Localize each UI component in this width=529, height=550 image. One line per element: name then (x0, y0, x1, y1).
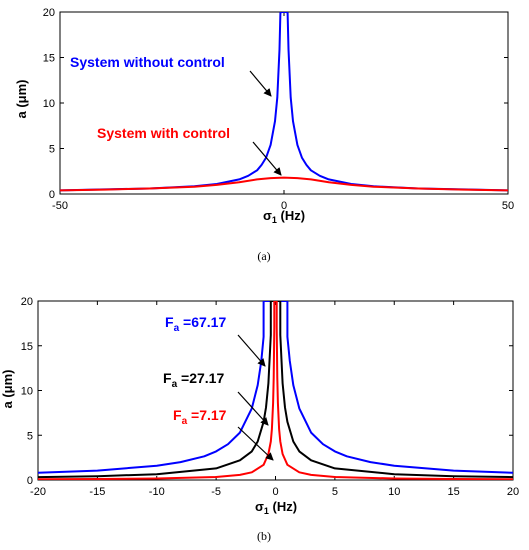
series-line (60, 12, 508, 192)
annotation-main: F (165, 314, 174, 330)
x-tick-label: -10 (149, 486, 165, 498)
annotation-fa-67: Fa =67.17 (165, 314, 226, 334)
y-tick-label: 0 (27, 475, 33, 487)
x-tick-label: 10 (388, 486, 400, 498)
annotation-value: =7.17 (187, 407, 227, 423)
plot-area-frame (37, 300, 514, 481)
y-tick-label: 20 (43, 7, 55, 19)
annotation-with-control: System with control (97, 125, 230, 141)
annotation-fa-27: Fa =27.17 (163, 370, 224, 390)
x-tick-label: 50 (502, 200, 514, 212)
annotation-arrow (237, 391, 269, 426)
series-line (38, 301, 513, 474)
x-axis-label-sub: 1 (264, 506, 269, 516)
x-tick-label: -15 (89, 486, 105, 498)
y-ticks: 0 5 10 15 20 -20 -15 -10 -5 0 5 10 15 20 (21, 296, 519, 498)
annotation-arrow (237, 334, 266, 367)
x-axis-label: σ1 (Hz) (255, 499, 297, 516)
x-tick-label: -20 (30, 486, 46, 498)
series-group (60, 12, 508, 192)
annotation-value: =27.17 (177, 370, 224, 386)
y-axis-label: a (μm) (0, 369, 15, 408)
x-tick-label: -5 (211, 486, 221, 498)
annotation-fa-7: Fa =7.17 (173, 407, 227, 427)
annotation-sub: a (174, 323, 180, 334)
annotation-main: F (163, 370, 172, 386)
plot-area-frame (59, 11, 509, 195)
annotation-sub: a (182, 416, 188, 427)
annotation-without-control: System without control (70, 54, 225, 70)
x-axis-label-main: σ (255, 499, 264, 514)
y-tick-label: 15 (21, 341, 33, 353)
series-line (60, 176, 508, 192)
x-axis-label-main: σ (263, 208, 272, 223)
x-tick-label: 0 (272, 486, 278, 498)
y-tick-label: 10 (43, 98, 55, 110)
annotation-value: =67.17 (179, 314, 226, 330)
series-line (38, 301, 513, 480)
x-axis-label-unit: (Hz) (277, 208, 305, 223)
annotation-sub: a (172, 379, 178, 390)
chart-panel-b: 0 5 10 15 20 -20 -15 -10 -5 0 5 10 15 20 a (μm) σ1 (H… (0, 296, 519, 543)
annotation-arrow (249, 70, 272, 97)
x-axis-label: σ1 (Hz) (263, 208, 305, 225)
y-tick-label: 0 (49, 189, 55, 201)
series-group (38, 301, 513, 480)
x-tick-label: -50 (52, 200, 68, 212)
x-axis-label-sub: 1 (272, 215, 277, 225)
annotation-arrow (252, 141, 282, 176)
panel-caption-a: (a) (257, 249, 270, 263)
x-tick-label: 0 (281, 200, 287, 212)
y-tick-label: 20 (21, 296, 33, 308)
y-tick-label: 15 (43, 53, 55, 65)
panel-caption-b: (b) (257, 529, 271, 543)
x-tick-label: 5 (332, 486, 338, 498)
y-tick-label: 5 (49, 144, 55, 156)
annotation-main: F (173, 407, 182, 423)
x-tick-label: 15 (448, 486, 460, 498)
y-tick-label: 10 (21, 386, 33, 398)
y-axis-label: a (μm) (14, 79, 29, 118)
series-line (38, 301, 513, 479)
y-tick-label: 5 (27, 430, 33, 442)
annotation-arrow (237, 426, 274, 461)
x-axis-label-unit: (Hz) (269, 499, 297, 514)
x-tick-label: 20 (507, 486, 519, 498)
